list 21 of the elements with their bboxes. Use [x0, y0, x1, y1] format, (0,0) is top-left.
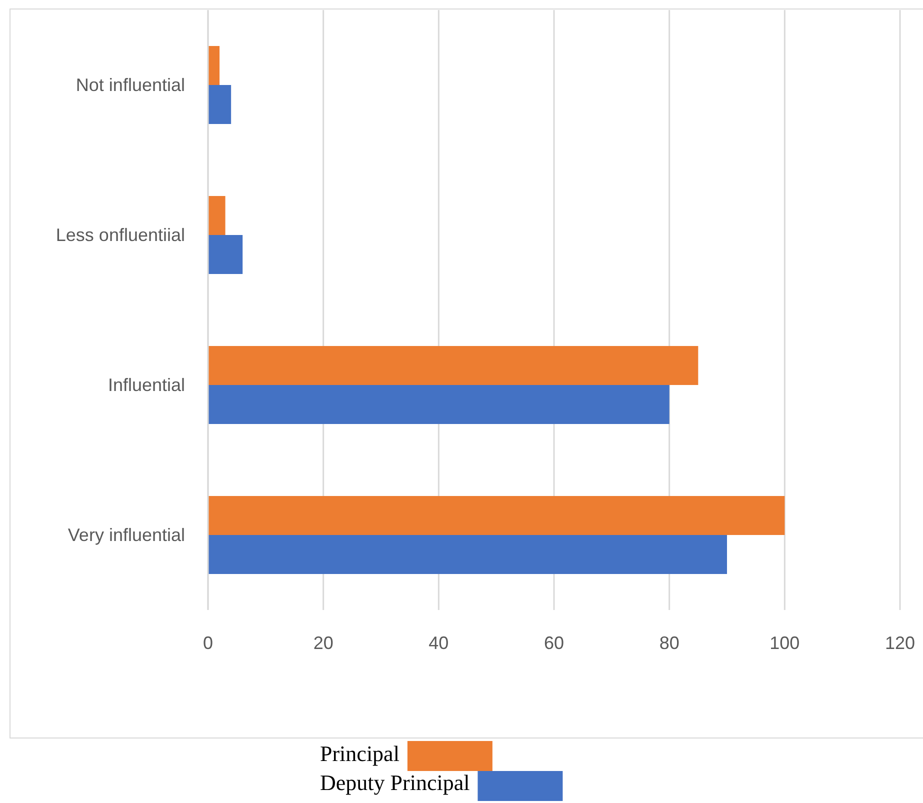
bar — [208, 496, 785, 535]
bar — [208, 46, 220, 85]
x-tick-label: 120 — [884, 633, 916, 653]
x-tick-label: 20 — [313, 633, 334, 653]
x-tick-label: 0 — [202, 633, 214, 653]
x-tick-label: 80 — [659, 633, 680, 653]
y-tick-label: Very influential — [68, 525, 185, 545]
bar — [208, 235, 243, 274]
y-tick-label: Influential — [108, 375, 185, 395]
bar — [208, 196, 226, 235]
y-tick-label: Not influential — [76, 75, 185, 95]
y-tick-label: Less onfluentiial — [56, 225, 185, 245]
bar — [208, 85, 232, 124]
bar — [208, 535, 727, 574]
x-tick-label: 40 — [428, 633, 449, 653]
legend-label: Deputy Principal — [320, 770, 470, 795]
legend-label: Principal — [320, 741, 400, 766]
bar — [208, 385, 670, 424]
x-tick-label: 60 — [544, 633, 564, 653]
x-tick-label: 100 — [770, 633, 800, 653]
bar — [208, 346, 698, 385]
